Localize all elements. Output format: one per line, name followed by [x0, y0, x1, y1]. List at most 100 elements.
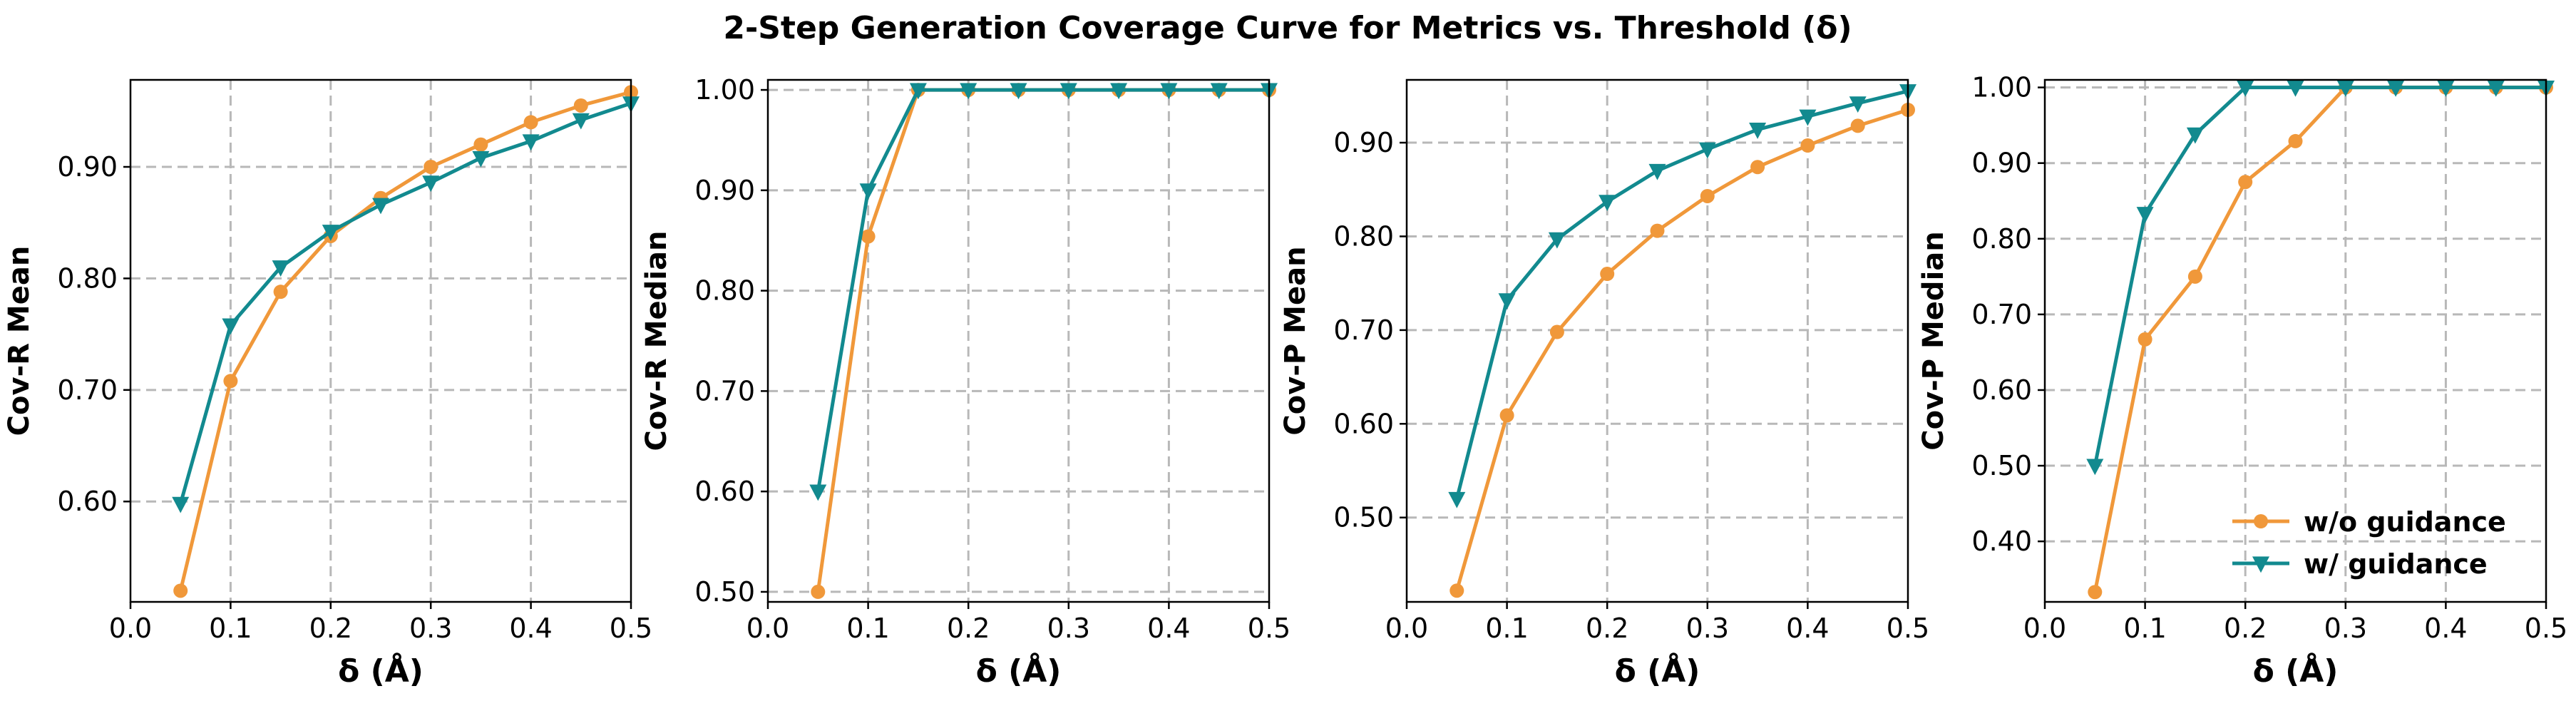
data-point	[2136, 207, 2154, 223]
y-tick-label: 0.60	[1971, 374, 2032, 406]
data-point	[2186, 127, 2204, 144]
data-point	[1499, 408, 1514, 423]
series-line	[1454, 89, 1909, 500]
series-line	[2093, 86, 2546, 466]
y-axis-label: Cov-P Median	[1917, 231, 1950, 451]
x-tick-label: 0.4	[509, 613, 552, 644]
data-point	[1449, 583, 1464, 598]
data-point	[1599, 195, 1616, 212]
data-point	[2387, 81, 2405, 97]
data-point	[2088, 585, 2103, 600]
data-point	[1650, 223, 1665, 238]
chart-panel-1: 0.0 0.1 0.2 0.3 0.4 0.5 0.60 0.70 0.80 0.90 δ (Å) C…	[3, 78, 652, 690]
series-line	[816, 88, 1269, 492]
series-wo-guidance	[1449, 103, 1915, 598]
series-wo-guidance	[173, 85, 638, 598]
x-axis-label: δ (Å)	[338, 652, 424, 690]
data-point	[2138, 332, 2152, 347]
y-tick-label: 0.70	[57, 374, 118, 406]
data-point	[2336, 81, 2354, 97]
data-point	[1648, 163, 1666, 180]
axes-frame	[1405, 78, 1909, 603]
data-point	[2287, 81, 2304, 97]
y-tick-label: 1.00	[694, 74, 755, 106]
data-point	[2187, 269, 2202, 284]
x-tick-label: 0.4	[1147, 613, 1190, 644]
data-point	[572, 113, 590, 130]
legend-label: w/o guidance	[2304, 506, 2506, 538]
y-axis-label: Cov-R Median	[640, 231, 673, 451]
data-point	[424, 160, 438, 174]
grid	[1407, 80, 1908, 602]
data-point	[1548, 232, 1566, 249]
data-point	[322, 225, 339, 241]
chart-panels: 0.0 0.1 0.2 0.3 0.4 0.5 0.60 0.70 0.80 0.90 δ (Å) C…	[3, 72, 2567, 690]
legend-marker	[2254, 514, 2268, 528]
data-point	[1549, 324, 1564, 339]
x-tick-label: 0.2	[1586, 613, 1628, 644]
x-tick-label: 0.5	[2525, 613, 2567, 644]
axes-frame	[2043, 78, 2547, 603]
x-tick-label: 0.3	[409, 613, 452, 644]
chart-panel-3: 0.0 0.1 0.2 0.3 0.4 0.5 0.50 0.60 0.70 0.80 0.90 δ …	[1279, 78, 1929, 690]
y-tick-label: 0.50	[1971, 450, 2032, 481]
data-point	[372, 198, 389, 215]
data-point	[1698, 142, 1716, 159]
axes-frame	[766, 78, 1271, 603]
legend-item-wo-guidance: w/o guidance	[2232, 506, 2506, 538]
data-point	[1600, 267, 1615, 282]
data-point	[222, 318, 240, 335]
y-tick-label: 0.70	[1333, 314, 1394, 346]
x-tick-label: 0.2	[309, 613, 352, 644]
series-line	[178, 101, 632, 505]
y-tick-label: 0.90	[1333, 127, 1394, 158]
data-point	[1210, 83, 1228, 100]
data-point	[1749, 123, 1767, 139]
x-tick-label: 0.1	[1485, 613, 1528, 644]
chart-panel-4: 0.0 0.1 0.2 0.3 0.4 0.5 0.40 0.50 0.60 0.70 0.80 0.…	[1917, 72, 2567, 690]
data-point	[1700, 188, 1715, 203]
x-tick-label: 0.0	[746, 613, 789, 644]
y-tick-label: 0.80	[1971, 223, 2032, 255]
data-point	[1849, 96, 1867, 113]
x-tick-label: 0.5	[1887, 613, 1929, 644]
data-point	[1059, 83, 1077, 100]
data-point	[1799, 109, 1817, 126]
x-tick-label: 0.3	[1686, 613, 1729, 644]
x-tick-label: 0.5	[1248, 613, 1290, 644]
y-tick-label: 0.40	[1971, 526, 2032, 557]
data-point	[172, 496, 190, 513]
data-point	[1750, 160, 1765, 175]
y-tick-label: 0.60	[694, 476, 755, 507]
data-point	[273, 285, 288, 300]
data-point	[2437, 81, 2455, 97]
legend-label: w/ guidance	[2304, 548, 2488, 580]
data-point	[2487, 81, 2505, 97]
data-point	[522, 134, 540, 151]
y-tick-label: 1.00	[1971, 72, 2032, 103]
series-line	[1454, 108, 1909, 591]
data-point	[2086, 459, 2104, 476]
data-point	[1498, 293, 1516, 310]
legend: w/o guidance w/ guidance	[2232, 506, 2506, 580]
legend-marker	[2252, 556, 2269, 573]
data-point	[861, 229, 876, 244]
series-line	[178, 90, 632, 591]
x-tick-label: 0.3	[1047, 613, 1090, 644]
x-tick-label: 0.2	[947, 613, 990, 644]
grid	[130, 80, 631, 602]
data-point	[2237, 81, 2254, 97]
x-tick-label: 0.2	[2224, 613, 2267, 644]
data-point	[173, 583, 188, 598]
data-point	[1448, 491, 1466, 508]
y-tick-label: 0.70	[694, 375, 755, 406]
x-tick-label: 0.4	[1786, 613, 1829, 644]
y-axis-label: Cov-P Mean	[1279, 246, 1312, 435]
data-point	[272, 260, 289, 277]
x-tick-label: 0.4	[2424, 613, 2467, 644]
x-axis-label: δ (Å)	[1615, 652, 1700, 690]
data-point	[2238, 175, 2253, 190]
series-line	[816, 88, 1269, 593]
grid	[768, 80, 1269, 602]
